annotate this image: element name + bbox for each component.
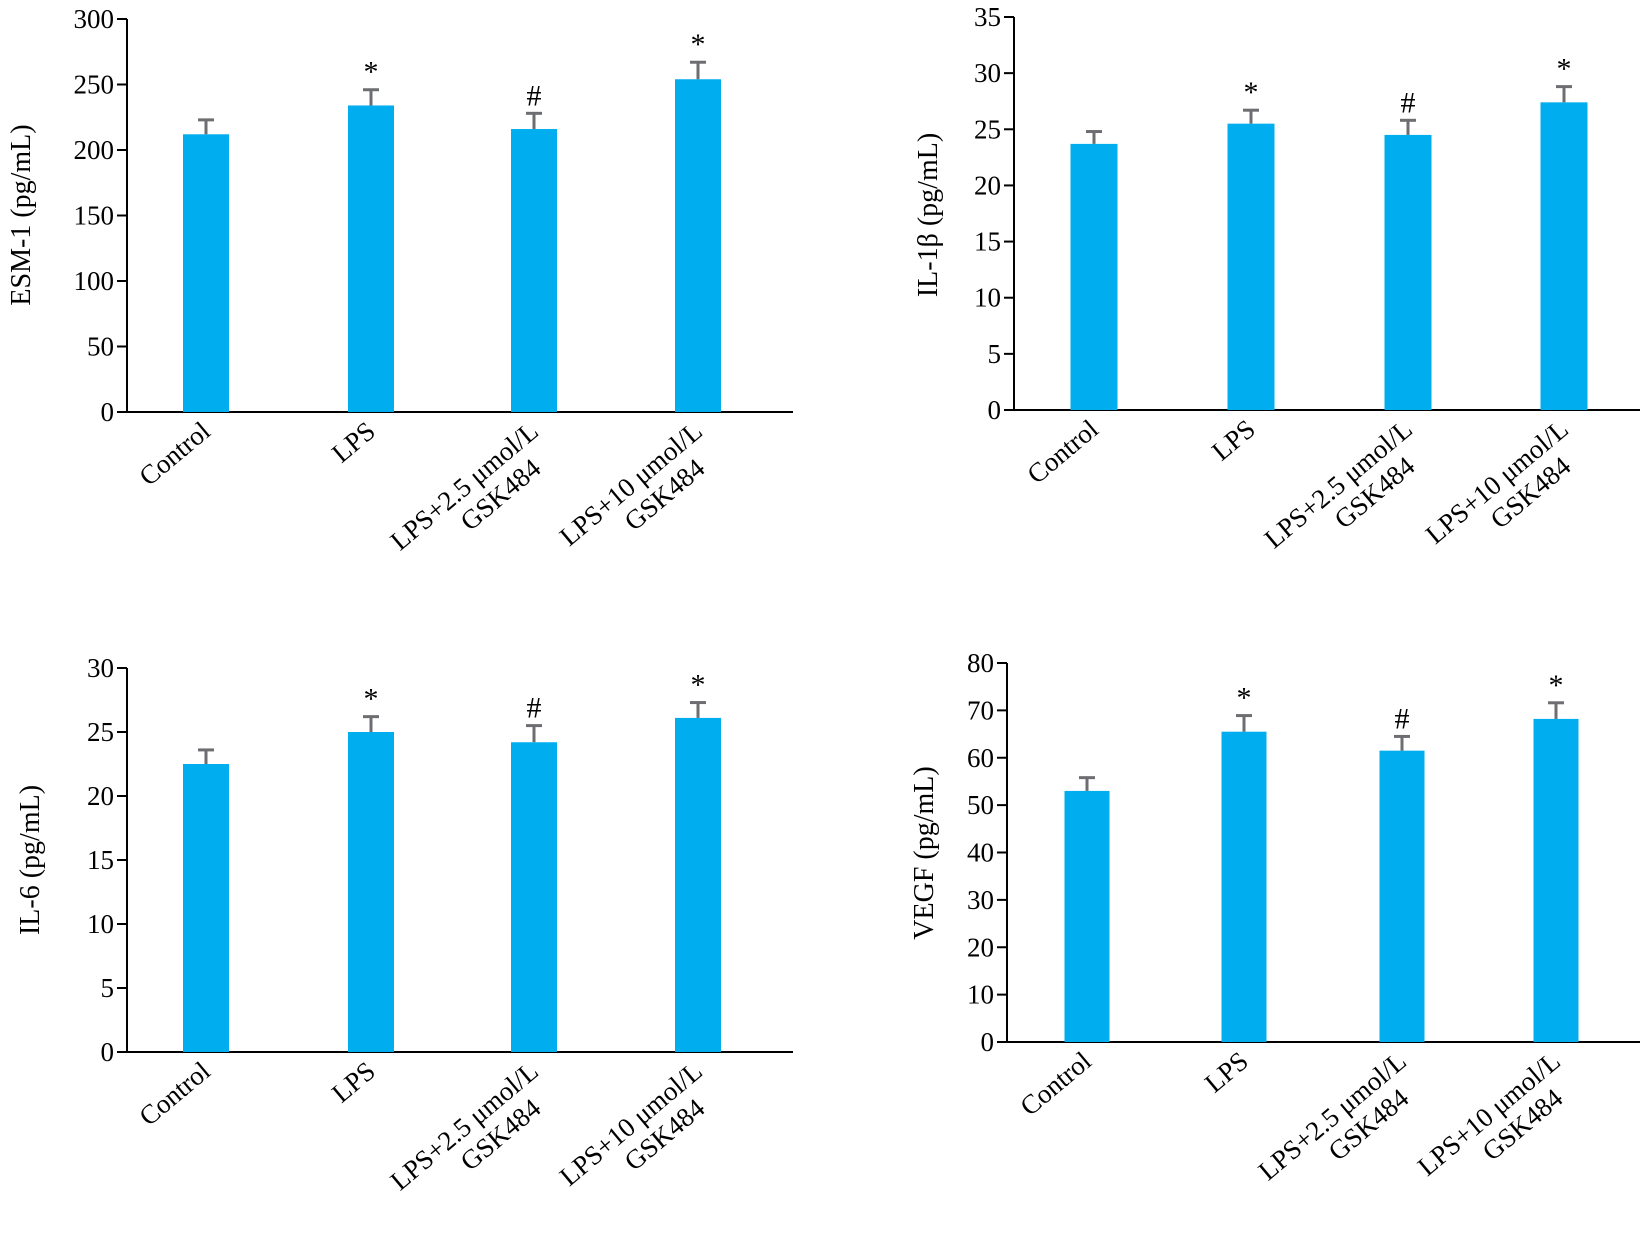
x-category-label: LPS [1206, 414, 1261, 467]
x-category-label: LPS+10 μmol/LGSK484 [1420, 414, 1593, 573]
x-category-label: LPS+10 μmol/LGSK484 [1412, 1046, 1585, 1205]
y-tick-label: 20 [974, 170, 1001, 200]
bar [1384, 134, 1432, 410]
y-tick-label: 150 [74, 201, 115, 231]
x-category-label: LPS+2.5 μmol/LGSK484 [1259, 414, 1438, 577]
x-category-label: LPS [326, 416, 381, 469]
x-category-label: LPS [326, 1056, 381, 1109]
bar [1540, 102, 1588, 410]
significance-marker: * [691, 28, 706, 61]
y-tick-label: 10 [87, 909, 114, 939]
y-tick-label: 0 [101, 1037, 115, 1067]
x-category-label: LPS [1199, 1046, 1254, 1099]
chart-panel-3: 0 5 10 15 20 25 30 IL-6 (pg/mL) Control * LPS # LPS+… [15, 653, 793, 1219]
bar [183, 764, 229, 1052]
y-tick-label: 10 [974, 283, 1001, 313]
y-tick-label: 0 [988, 395, 1002, 425]
significance-marker: # [1401, 86, 1416, 119]
chart-panel-1: 0 50 100 150 200 250 300 ESM-1 (pg/mL) Control * L… [6, 4, 793, 579]
y-tick-label: 5 [101, 973, 115, 1003]
x-category-label: LPS+10 μmol/LGSK484 [554, 416, 727, 575]
bar [1379, 750, 1425, 1042]
y-axis-title: ESM-1 (pg/mL) [6, 124, 37, 305]
significance-marker: * [691, 669, 706, 702]
bar [183, 134, 229, 412]
significance-marker: # [1395, 702, 1410, 735]
y-tick-label: 25 [974, 114, 1001, 144]
significance-marker: * [364, 683, 379, 716]
x-category-label: LPS+2.5 μmol/LGSK484 [1253, 1046, 1432, 1209]
bar [1070, 143, 1118, 410]
significance-marker: * [1557, 53, 1572, 86]
bar [1064, 790, 1110, 1042]
bar [1227, 123, 1275, 411]
y-tick-label: 25 [87, 717, 114, 747]
y-tick-label: 35 [974, 2, 1001, 32]
y-tick-label: 250 [74, 70, 115, 100]
y-tick-label: 50 [87, 332, 114, 362]
significance-marker: * [1244, 76, 1259, 109]
y-tick-label: 30 [974, 58, 1001, 88]
y-tick-label: 50 [967, 790, 994, 820]
bar [675, 717, 721, 1052]
y-tick-label: 15 [974, 227, 1001, 257]
significance-marker: * [364, 56, 379, 89]
y-tick-label: 60 [967, 743, 994, 773]
bar [1533, 718, 1579, 1042]
y-tick-label: 30 [967, 885, 994, 915]
x-category-label: Control [133, 1056, 215, 1132]
bar [348, 732, 394, 1052]
y-tick-label: 70 [967, 695, 994, 725]
y-tick-label: 5 [988, 339, 1002, 369]
y-tick-label: 40 [967, 838, 994, 868]
bar [348, 105, 394, 413]
y-tick-label: 20 [967, 932, 994, 962]
y-tick-label: 100 [74, 266, 115, 296]
y-tick-label: 10 [967, 980, 994, 1010]
y-tick-label: 20 [87, 781, 114, 811]
y-tick-label: 15 [87, 845, 114, 875]
significance-marker: * [1549, 669, 1564, 702]
y-tick-label: 0 [981, 1027, 995, 1057]
y-axis-title: IL-1β (pg/mL) [913, 133, 944, 297]
y-axis-title: VEGF (pg/mL) [909, 766, 940, 939]
chart-panel-2: 0 5 10 15 20 25 30 35 IL-1β (pg/mL) Control * LPS # L… [913, 2, 1640, 577]
x-category-label: LPS+10 μmol/LGSK484 [554, 1056, 727, 1215]
y-tick-label: 30 [87, 653, 114, 683]
bar [511, 742, 557, 1052]
significance-marker: # [527, 692, 542, 725]
x-category-label: LPS+2.5 μmol/LGSK484 [385, 416, 564, 579]
x-category-label: Control [1021, 414, 1103, 490]
x-category-label: Control [1014, 1046, 1096, 1122]
bar [511, 129, 557, 413]
bar [675, 79, 721, 412]
y-tick-label: 200 [74, 135, 115, 165]
chart-panel-4: 0 10 20 30 40 50 60 70 80 VEGF (pg/mL) Control * LPS… [909, 648, 1640, 1209]
y-tick-label: 300 [74, 4, 115, 34]
y-axis-title: IL-6 (pg/mL) [15, 785, 46, 935]
y-tick-label: 80 [967, 648, 994, 678]
x-category-label: Control [133, 416, 215, 492]
y-tick-label: 0 [101, 397, 115, 427]
bar [1221, 731, 1267, 1042]
significance-marker: * [1237, 682, 1252, 715]
significance-marker: # [527, 79, 542, 112]
x-category-label: LPS+2.5 μmol/LGSK484 [385, 1056, 564, 1219]
